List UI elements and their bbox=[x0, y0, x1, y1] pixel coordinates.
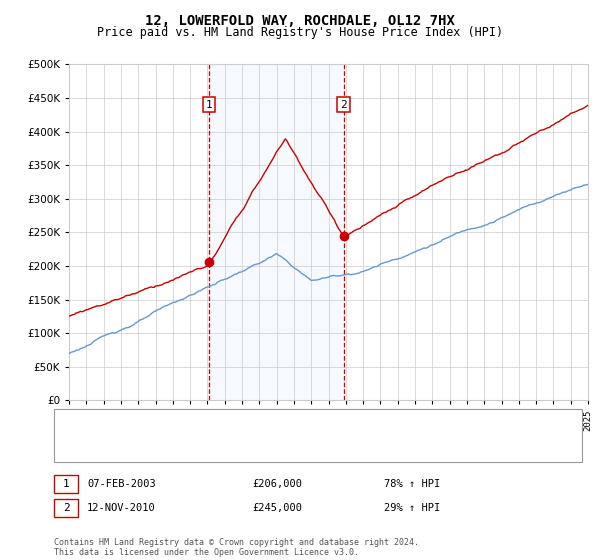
Text: 29% ↑ HPI: 29% ↑ HPI bbox=[384, 503, 440, 513]
Text: 2: 2 bbox=[340, 100, 347, 110]
Text: HPI: Average price, detached house, Rochdale: HPI: Average price, detached house, Roch… bbox=[99, 442, 363, 452]
Text: Price paid vs. HM Land Registry's House Price Index (HPI): Price paid vs. HM Land Registry's House … bbox=[97, 26, 503, 39]
Text: 1: 1 bbox=[206, 100, 212, 110]
Text: £206,000: £206,000 bbox=[252, 479, 302, 489]
Text: Contains HM Land Registry data © Crown copyright and database right 2024.
This d: Contains HM Land Registry data © Crown c… bbox=[54, 538, 419, 557]
Text: 1: 1 bbox=[62, 479, 70, 489]
Text: 2: 2 bbox=[62, 503, 70, 513]
Text: 12, LOWERFOLD WAY, ROCHDALE, OL12 7HX: 12, LOWERFOLD WAY, ROCHDALE, OL12 7HX bbox=[145, 14, 455, 28]
Text: 07-FEB-2003: 07-FEB-2003 bbox=[87, 479, 156, 489]
Text: £245,000: £245,000 bbox=[252, 503, 302, 513]
Text: 78% ↑ HPI: 78% ↑ HPI bbox=[384, 479, 440, 489]
Text: 12-NOV-2010: 12-NOV-2010 bbox=[87, 503, 156, 513]
Bar bbox=[209, 64, 344, 400]
Text: 12, LOWERFOLD WAY, ROCHDALE, OL12 7HX (detached house): 12, LOWERFOLD WAY, ROCHDALE, OL12 7HX (d… bbox=[99, 419, 423, 429]
